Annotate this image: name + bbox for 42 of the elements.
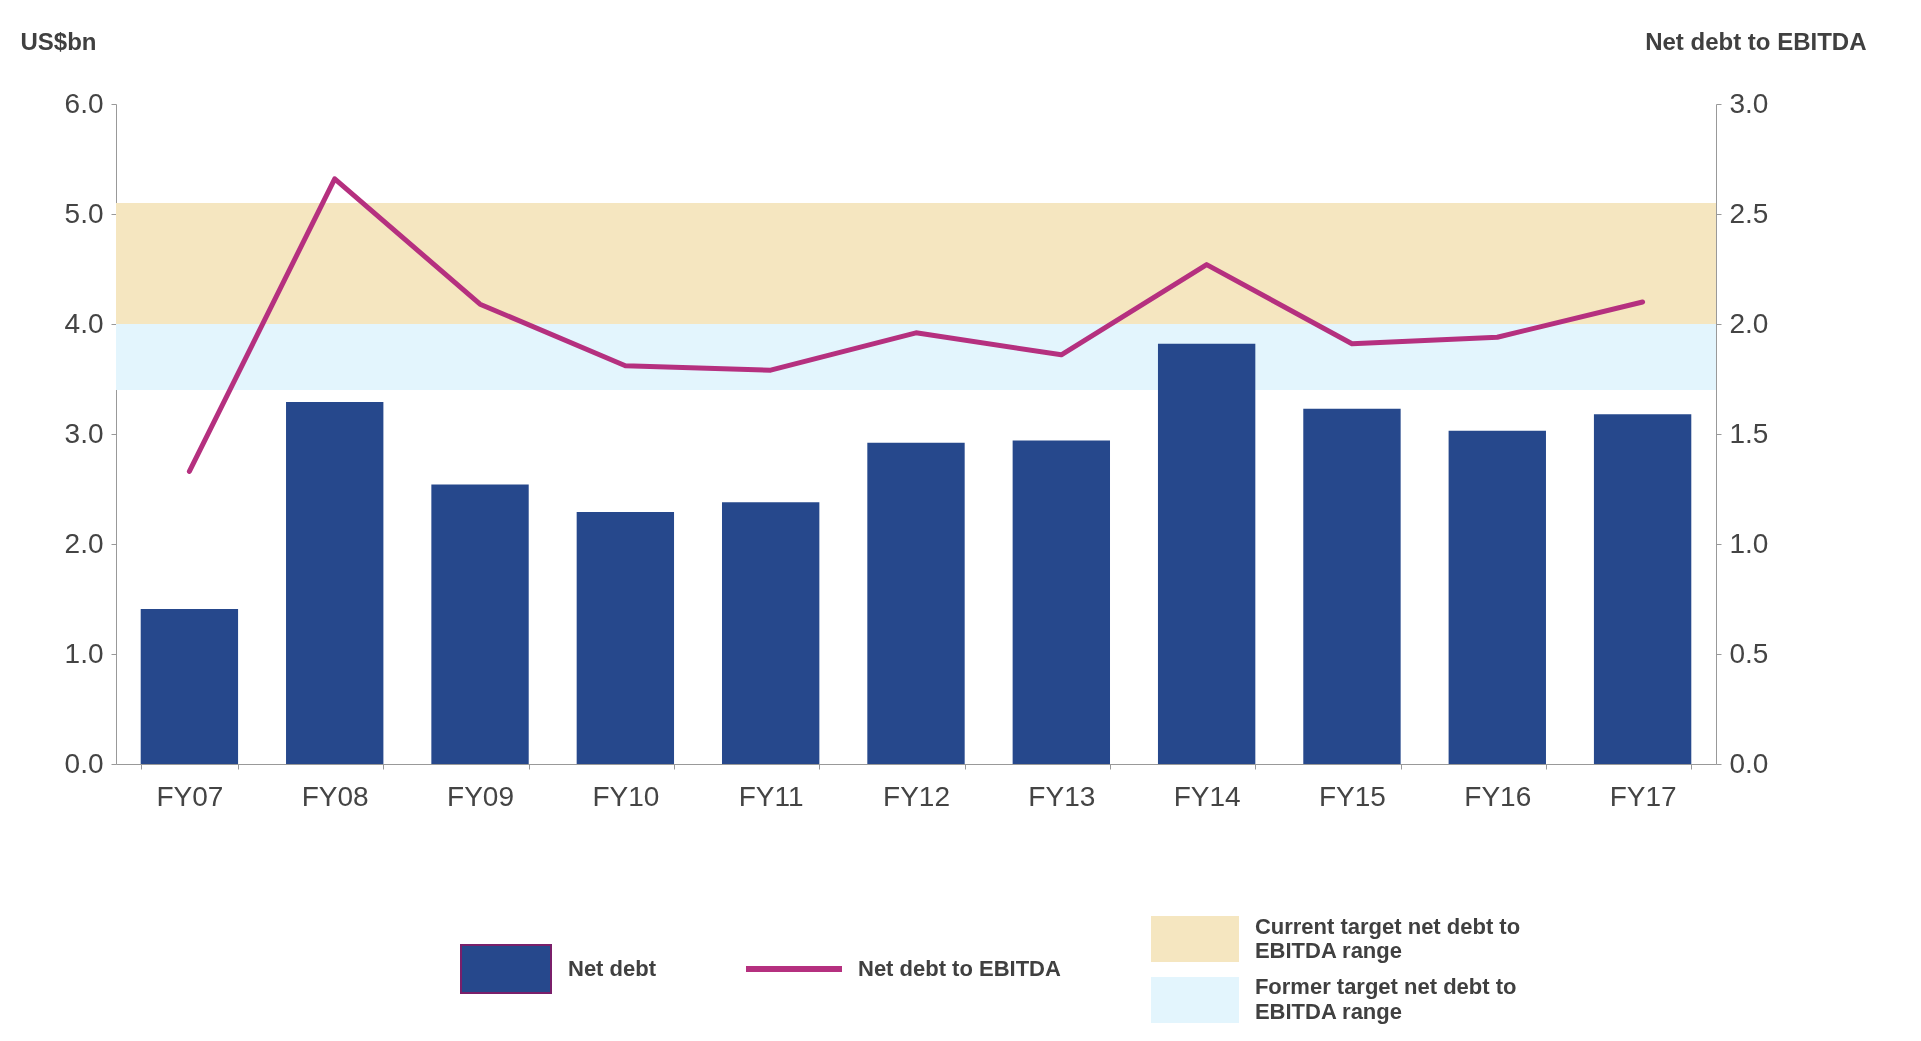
bar [867,442,965,764]
y-tick-label: 3.0 [64,417,104,449]
y-axis-title: US$bn [20,27,97,55]
bar [1593,414,1692,764]
bar [721,502,820,764]
legend-label: Former target net debt to EBITDA range [1254,974,1518,1024]
legend-label: Net debt [568,956,656,982]
y-tick-label: 2.0 [64,527,104,559]
y-tick-label: 0.0 [64,747,104,779]
x-tick-label: FY15 [1319,780,1386,812]
x-tick-label: FY08 [301,780,369,812]
y2-tick-label: 0.5 [1729,637,1769,669]
y2-tick-label: 2.5 [1729,197,1769,229]
x-tick-label: FY13 [1028,780,1096,812]
bar [1448,430,1546,764]
x-tick-label: FY17 [1609,780,1677,812]
y-tick-label: 5.0 [64,197,104,229]
bar [431,484,529,764]
bar [1157,343,1256,764]
x-tick-label: FY11 [738,780,804,812]
y2-tick-label: 1.5 [1729,417,1769,449]
x-tick-label: FY12 [883,780,950,812]
x-tick-label: FY09 [447,780,514,812]
y2-tick-label: 1.0 [1729,527,1769,559]
y2-tick-label: 2.0 [1729,307,1769,339]
bar [1303,408,1401,764]
bar [140,608,239,764]
bar [286,402,384,764]
legend-label: Current target net debt to EBITDA range [1254,914,1522,964]
x-tick-label: FY16 [1464,780,1532,812]
y2-axis-title: Net debt to EBITDA [1645,27,1867,55]
x-tick-label: FY10 [592,780,660,812]
bar [1012,440,1111,764]
x-tick-label: FY14 [1173,780,1241,812]
y2-tick-label: 3.0 [1729,87,1769,119]
y-tick-label: 4.0 [64,307,104,339]
bar [576,512,675,764]
legend-label: Net debt to EBITDA [858,956,1061,982]
y2-tick-label: 0.0 [1729,747,1769,779]
y-tick-label: 1.0 [64,637,104,669]
y-tick-label: 6.0 [64,87,104,119]
x-tick-label: FY07 [156,780,224,812]
